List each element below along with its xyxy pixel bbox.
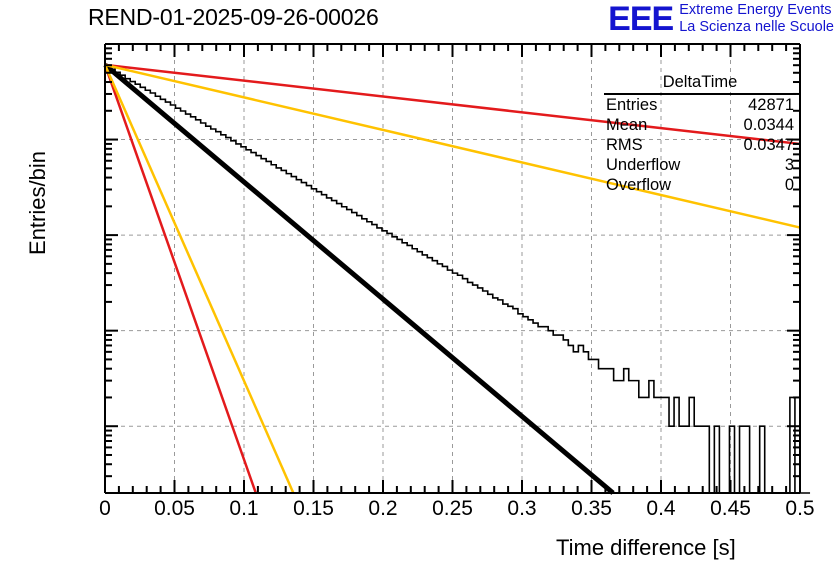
steep-orange-line: [103, 64, 295, 494]
stats-title: DeltaTime: [604, 72, 796, 95]
x-tick-label: 0.15: [293, 497, 334, 520]
stats-row-value: 0.0344: [743, 116, 794, 134]
stats-row-value: 0.0347: [743, 136, 794, 154]
axis-frame: [104, 43, 801, 494]
stats-box: DeltaTime Entries 42871 Mean 0.0344 RMS 0.034…: [604, 72, 796, 195]
shallow-red-line: [104, 63, 801, 146]
stats-row: Overflow 0: [604, 175, 796, 195]
stats-row: RMS 0.0347: [604, 135, 796, 155]
eee-logo-line1: Extreme Energy Events: [679, 2, 832, 18]
x-tick-label: 0.5: [785, 497, 815, 520]
stats-row-key: Entries: [606, 96, 658, 114]
x-tick-label: 0.2: [368, 497, 398, 520]
x-tick-label: 0.3: [507, 497, 537, 520]
stats-row-key: Mean: [606, 116, 648, 134]
stats-row: Mean 0.0344: [604, 115, 796, 135]
shallow-orange-line: [104, 63, 801, 229]
x-tick-label: 0.05: [154, 497, 195, 520]
x-tick-label: 0.35: [571, 497, 612, 520]
x-tick-label: 0: [99, 497, 111, 520]
steep-red-line: [103, 64, 257, 494]
stats-row-key: RMS: [606, 136, 643, 154]
stats-row-value: 42871: [748, 96, 794, 114]
stats-row: Underflow 3: [604, 155, 796, 175]
stats-row: Entries 42871: [604, 95, 796, 115]
eee-mark-icon: EEE: [608, 0, 674, 38]
stats-rows: Entries 42871 Mean 0.0344 RMS 0.0347 Underflow…: [604, 95, 796, 195]
x-tick-label: 0.45: [710, 497, 751, 520]
page-title: REND-01-2025-09-26-00026: [88, 4, 379, 30]
x-tick-label: 0.1: [229, 497, 259, 520]
stats-row-value: 0: [784, 176, 794, 194]
eee-logo: EEE Extreme Energy Events La Scienza nel…: [608, 2, 834, 36]
x-tick-label: 0.25: [432, 497, 473, 520]
stats-row-key: Underflow: [606, 156, 681, 174]
eee-logo-text: Extreme Energy Events La Scienza nelle S…: [679, 2, 834, 36]
stats-row-value: 3: [784, 156, 794, 174]
x-axis-title: Time difference [s]: [556, 535, 736, 560]
histogram-deltatime: [104, 65, 811, 494]
eee-logo-line2: La Scienza nelle Scuole: [679, 19, 834, 35]
x-tick-label: 0.4: [646, 497, 676, 520]
stats-row-key: Overflow: [606, 176, 672, 194]
total-fit: [103, 62, 615, 495]
